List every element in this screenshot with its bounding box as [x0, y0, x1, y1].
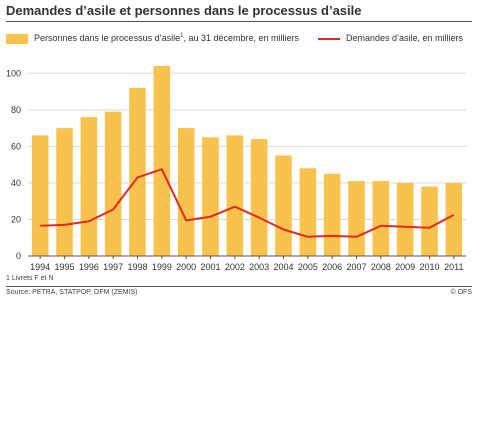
- y-tick-label: 60: [11, 141, 21, 151]
- legend-swatch-line: [318, 37, 340, 40]
- x-tick-label: 2008: [371, 262, 391, 272]
- legend-swatch-bar: [6, 33, 28, 44]
- legend-footnote-marker: 1: [180, 33, 184, 39]
- x-tick-label: 2011: [444, 262, 463, 272]
- legend-label-requests: Demandes d’asile, en milliers: [346, 33, 464, 43]
- line-series-requests: [40, 168, 455, 238]
- x-tick-label: 1998: [127, 262, 147, 272]
- chart-plot: 0 20 40 60 80 100 1994 1995 1996 1997 1998 1999 2000…: [6, 65, 466, 272]
- footnote: 1 Livrets F et N: [6, 275, 54, 282]
- bar: [31, 135, 49, 256]
- bar: [80, 117, 98, 256]
- x-tick-label: 2006: [322, 262, 342, 272]
- x-tick-label: 2005: [298, 262, 318, 272]
- x-tick-label: 2004: [273, 262, 293, 272]
- bar: [421, 186, 438, 256]
- x-tick-label: 1997: [103, 262, 123, 272]
- bar: [348, 181, 365, 256]
- legend-label-persons: Personnes dans le processus d’asile: [34, 33, 181, 43]
- x-tick-label: 1999: [152, 262, 172, 272]
- bottom-divider: [6, 286, 472, 287]
- bar: [372, 181, 390, 256]
- bar: [250, 139, 268, 256]
- x-tick-label: 1996: [79, 262, 99, 272]
- x-tick-label: 2003: [249, 262, 269, 272]
- bar: [104, 111, 122, 257]
- bar: [56, 128, 73, 256]
- x-tick-label: 2007: [346, 262, 366, 272]
- x-tick-label: 1994: [30, 262, 50, 272]
- chart-title: Demandes d’asile et personnes dans le pr…: [6, 3, 362, 18]
- y-tick-label: 20: [11, 214, 21, 224]
- bar: [129, 87, 146, 257]
- bar: [226, 135, 244, 256]
- y-tick-label: 0: [16, 251, 21, 261]
- y-tick-label: 40: [11, 178, 21, 188]
- title-divider: [6, 21, 472, 22]
- x-tick-label: 2002: [225, 262, 245, 272]
- y-tick-label: 80: [11, 105, 21, 115]
- x-tick-label: 1995: [54, 262, 74, 272]
- copyright: © OFS: [450, 289, 473, 296]
- y-tick-label: 100: [6, 68, 21, 78]
- source-note: Source: PETRA, STATPOP, OFM (ZEMIS): [6, 289, 138, 296]
- bar: [153, 65, 171, 256]
- bar: [275, 155, 292, 256]
- bar: [202, 137, 219, 256]
- bar: [396, 182, 414, 256]
- legend-item-requests: Demandes d’asile, en milliers: [318, 33, 463, 43]
- x-tick-label: 2009: [395, 262, 415, 272]
- x-tick-label: 2010: [419, 262, 439, 272]
- bar: [177, 128, 195, 256]
- legend-label-persons-suffix: , au 31 décembre, en milliers: [183, 33, 299, 43]
- bar: [445, 182, 463, 256]
- x-tick-label: 2001: [200, 262, 220, 272]
- bar: [323, 173, 341, 256]
- x-tick-label: 2000: [176, 262, 196, 272]
- bar: [299, 168, 317, 256]
- legend-item-persons: Personnes dans le processus d’asile1, au…: [6, 33, 299, 44]
